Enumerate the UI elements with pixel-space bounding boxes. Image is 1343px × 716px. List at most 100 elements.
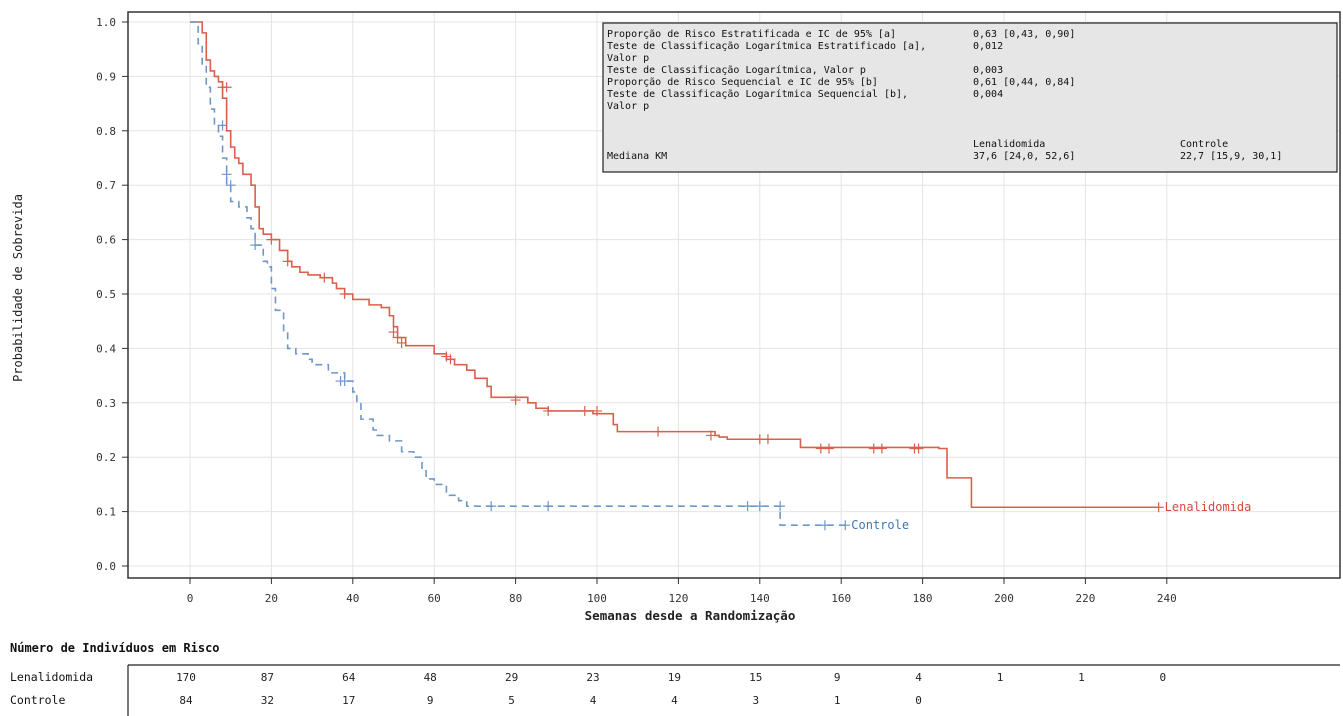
censor-mark-lenalidomida — [388, 327, 399, 338]
x-axis-label: Semanas desde a Randomização — [585, 608, 796, 623]
stats-box-background — [602, 22, 1338, 173]
at-risk-value: 5 — [508, 694, 515, 707]
x-tick-label: 160 — [831, 592, 851, 605]
y-tick-label: 0.3 — [96, 397, 116, 410]
censor-mark-lenalidomida — [876, 443, 887, 454]
stats-rows: Proporção de Risco Estratificada e IC de… — [607, 29, 1075, 112]
at-risk-value: 3 — [752, 694, 759, 707]
y-tick-label: 0.0 — [96, 560, 116, 573]
censor-mark-lenalidomida — [592, 405, 602, 416]
series-label-lenalidomida: Lenalidomida — [1165, 500, 1252, 514]
x-tick-label: 240 — [1157, 592, 1177, 605]
stats-row-value: 0,003 — [973, 65, 1003, 76]
censor-mark-lenalidomida — [392, 332, 403, 343]
censor-mark-controle — [775, 501, 786, 512]
censor-mark-lenalidomida — [705, 430, 716, 441]
censor-mark-lenalidomida — [396, 337, 407, 348]
at-risk-value: 15 — [749, 671, 762, 684]
x-tick-label: 180 — [913, 592, 933, 605]
censor-mark-lenalidomida — [579, 405, 590, 416]
at-risk-value: 19 — [668, 671, 681, 684]
at-risk-value: 48 — [424, 671, 437, 684]
censor-mark-controle — [250, 240, 261, 251]
stats-col-header-lenalidomida: Lenalidomida — [973, 139, 1045, 150]
x-tick-label: 200 — [994, 592, 1014, 605]
censor-mark-lenalidomida — [266, 234, 277, 245]
at-risk-value: 170 — [176, 671, 196, 684]
censor-mark-lenalidomida — [319, 272, 330, 283]
censor-mark-controle — [339, 376, 350, 387]
at-risk-values: 170 87 64 48 29 23 19 15 9 4 1 1 0 84 32 17 9 5 4 4 3 1 0 — [176, 671, 1166, 707]
x-tick-label: 60 — [428, 592, 441, 605]
censor-mark-controle — [221, 169, 232, 180]
at-risk-value: 9 — [834, 671, 841, 684]
at-risk-value: 4 — [590, 694, 597, 707]
x-tick-label: 80 — [509, 592, 522, 605]
y-tick-label: 0.2 — [96, 451, 116, 464]
y-tick-label: 0.6 — [96, 234, 116, 247]
x-tick-label: 100 — [587, 592, 607, 605]
stats-row-label: Valor p — [607, 53, 649, 64]
stats-row-value: 0,61 [0,44, 0,84] — [973, 77, 1075, 88]
stats-row-value: 0,012 — [973, 41, 1003, 52]
y-axis: 0.0 0.1 0.2 0.3 0.4 0.5 0.6 0.7 0.8 0.9 1.0 — [96, 16, 128, 573]
at-risk-value: 1 — [834, 694, 841, 707]
y-tick-label: 0.4 — [96, 342, 116, 355]
at-risk-value: 4 — [671, 694, 678, 707]
censor-mark-lenalidomida — [913, 443, 924, 454]
censor-mark-lenalidomida — [653, 426, 664, 437]
censor-mark-lenalidomida — [543, 405, 554, 416]
stats-row-value: 0,004 — [973, 89, 1003, 100]
x-tick-label: 120 — [668, 592, 688, 605]
x-tick-label: 40 — [346, 592, 359, 605]
at-risk-value: 0 — [915, 694, 922, 707]
stats-median-lenalidomida: 37,6 [24,0, 52,6] — [973, 151, 1075, 162]
at-risk-title: Número de Indivíduos em Risco — [10, 641, 220, 655]
censor-mark-controle — [742, 501, 753, 512]
at-risk-value: 84 — [179, 694, 193, 707]
censor-mark-controle — [217, 120, 228, 131]
censor-mark-lenalidomida — [282, 256, 293, 267]
censor-mark-lenalidomida — [445, 354, 456, 365]
censor-mark-lenalidomida — [762, 434, 773, 445]
at-risk-value: 17 — [342, 694, 355, 707]
stats-row-label: Proporção de Risco Estratificada e IC de… — [607, 29, 896, 40]
x-axis: 0 20 40 60 80 100 120 140 160 180 200 220 240 — [187, 578, 1177, 605]
stats-row-label: Proporção de Risco Sequencial e IC de 95… — [607, 77, 878, 88]
y-tick-label: 1.0 — [96, 16, 116, 29]
censor-mark-lenalidomida — [1153, 502, 1164, 513]
at-risk-value: 1 — [1078, 671, 1085, 684]
x-tick-label: 140 — [750, 592, 770, 605]
x-tick-label: 0 — [187, 592, 194, 605]
plot-frame — [127, 11, 1341, 579]
at-risk-value: 0 — [1159, 671, 1166, 684]
y-axis-label: Probabilidade de Sobrevida — [11, 194, 25, 382]
censor-mark-controle — [754, 501, 765, 512]
at-risk-value: 1 — [997, 671, 1004, 684]
at-risk-label-lenalidomida: Lenalidomida — [10, 670, 93, 684]
y-tick-label: 0.8 — [96, 125, 116, 138]
censor-mark-controle — [840, 520, 851, 531]
censor-mark-controle — [486, 501, 497, 512]
stats-row-value: 0,63 [0,43, 0,90] — [973, 29, 1075, 40]
stats-row-label: Teste de Classificação Logarítmica Seque… — [607, 88, 908, 100]
stats-col-header-controle: Controle — [1180, 139, 1228, 150]
at-risk-value: 32 — [261, 694, 274, 707]
series-group: Lenalidomida Controle — [190, 21, 1252, 532]
stats-row-label: Teste de Classificação Logarítmica, Valo… — [607, 64, 866, 76]
censor-mark-lenalidomida — [339, 289, 350, 299]
at-risk-label-controle: Controle — [10, 693, 65, 707]
censor-mark-controle — [225, 180, 236, 191]
censor-mark-lenalidomida — [441, 351, 452, 362]
stats-row-label: Valor p — [607, 101, 649, 112]
series-label-controle: Controle — [851, 518, 909, 532]
stats-median-controle: 22,7 [15,9, 30,1] — [1180, 151, 1282, 162]
at-risk-value: 9 — [427, 694, 434, 707]
at-risk-value: 4 — [915, 671, 922, 684]
at-risk-value: 29 — [505, 671, 518, 684]
y-tick-label: 0.5 — [96, 288, 116, 301]
censor-mark-lenalidomida — [221, 82, 232, 93]
x-tick-label: 20 — [265, 592, 278, 605]
x-tick-label: 220 — [1075, 592, 1095, 605]
